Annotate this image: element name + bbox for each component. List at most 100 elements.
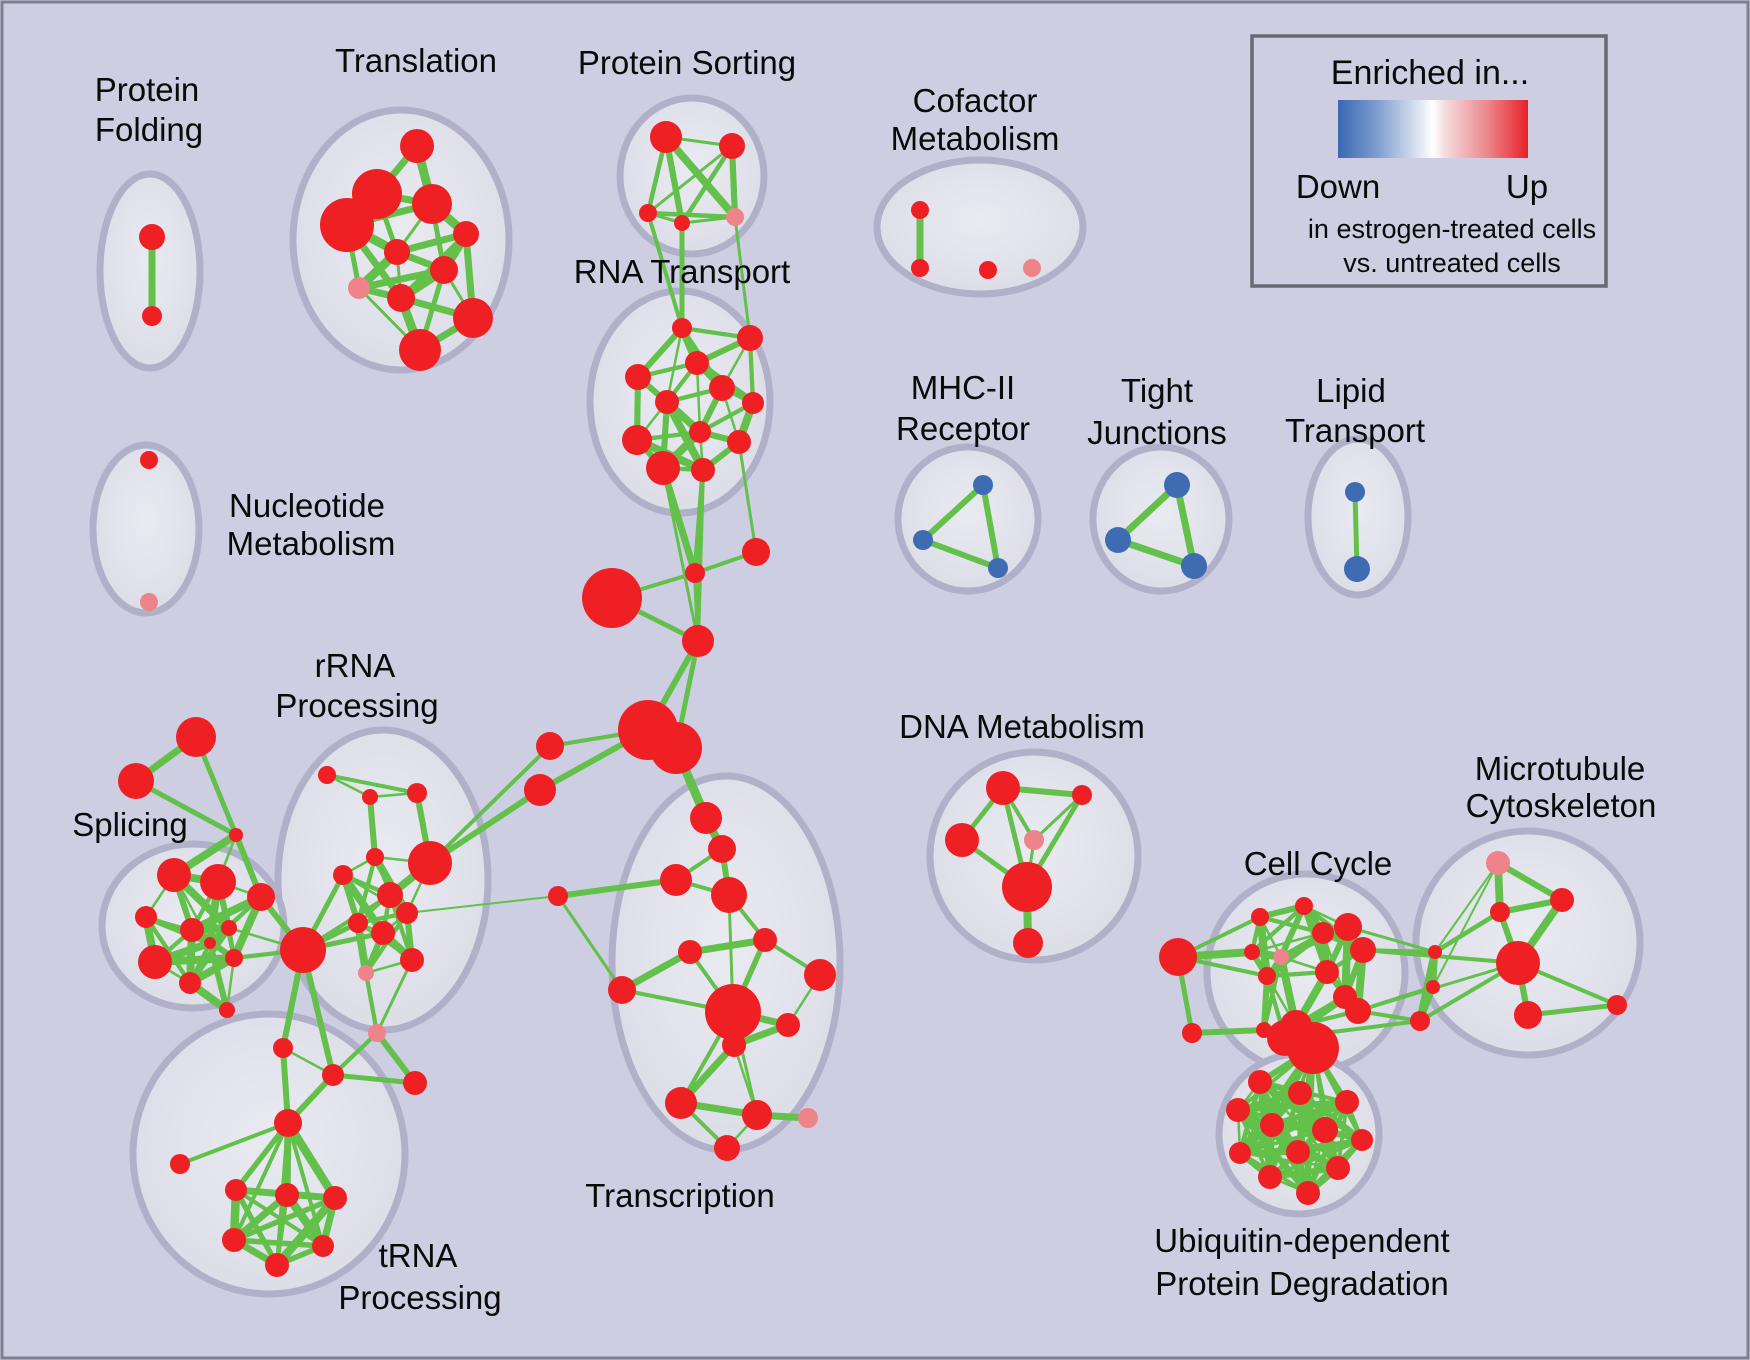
- network-node[interactable]: [170, 1154, 190, 1174]
- network-node[interactable]: [403, 1071, 427, 1095]
- network-node[interactable]: [140, 593, 158, 611]
- network-node[interactable]: [742, 392, 764, 414]
- network-node[interactable]: [986, 771, 1020, 805]
- network-node[interactable]: [312, 1235, 334, 1257]
- network-node[interactable]: [524, 774, 556, 806]
- network-node[interactable]: [1607, 995, 1627, 1015]
- network-node[interactable]: [396, 902, 418, 924]
- network-node[interactable]: [280, 927, 326, 973]
- network-node[interactable]: [399, 329, 441, 371]
- network-node[interactable]: [1164, 472, 1190, 498]
- network-node[interactable]: [1334, 913, 1362, 941]
- network-node[interactable]: [1181, 553, 1207, 579]
- network-node[interactable]: [1286, 1140, 1310, 1164]
- network-node[interactable]: [358, 965, 374, 981]
- network-node[interactable]: [1296, 1181, 1320, 1205]
- network-node[interactable]: [1251, 908, 1269, 926]
- network-node[interactable]: [1258, 967, 1276, 985]
- network-node[interactable]: [408, 841, 452, 885]
- network-node[interactable]: [1486, 851, 1510, 875]
- network-node[interactable]: [180, 918, 204, 942]
- network-node[interactable]: [1273, 949, 1289, 965]
- network-node[interactable]: [742, 538, 770, 566]
- network-node[interactable]: [742, 1100, 772, 1130]
- network-node[interactable]: [945, 823, 979, 857]
- network-node[interactable]: [1490, 902, 1510, 922]
- network-node[interactable]: [1256, 1022, 1272, 1038]
- network-node[interactable]: [1260, 1113, 1284, 1137]
- network-node[interactable]: [322, 1064, 344, 1086]
- network-node[interactable]: [1159, 938, 1197, 976]
- network-node[interactable]: [323, 1186, 347, 1210]
- network-node[interactable]: [229, 828, 243, 842]
- network-node[interactable]: [660, 864, 692, 896]
- network-node[interactable]: [650, 722, 702, 774]
- network-node[interactable]: [727, 430, 751, 454]
- network-node[interactable]: [368, 1024, 386, 1042]
- network-node[interactable]: [1345, 482, 1365, 502]
- network-node[interactable]: [273, 1038, 293, 1058]
- network-node[interactable]: [222, 1228, 246, 1252]
- network-node[interactable]: [1335, 1090, 1359, 1114]
- network-node[interactable]: [265, 1253, 289, 1277]
- network-node[interactable]: [709, 375, 735, 401]
- network-node[interactable]: [988, 558, 1008, 578]
- network-node[interactable]: [650, 121, 682, 153]
- network-node[interactable]: [200, 864, 236, 900]
- network-node[interactable]: [1023, 259, 1041, 277]
- network-node[interactable]: [1248, 1070, 1272, 1094]
- network-node[interactable]: [1496, 941, 1540, 985]
- network-node[interactable]: [1312, 922, 1334, 944]
- network-node[interactable]: [665, 1087, 697, 1119]
- network-node[interactable]: [722, 1033, 746, 1057]
- network-node[interactable]: [1428, 945, 1442, 959]
- network-node[interactable]: [682, 625, 714, 657]
- network-node[interactable]: [678, 940, 702, 964]
- network-node[interactable]: [776, 1013, 800, 1037]
- network-node[interactable]: [913, 530, 933, 550]
- network-node[interactable]: [753, 928, 777, 952]
- network-node[interactable]: [118, 763, 154, 799]
- network-node[interactable]: [1182, 1023, 1202, 1043]
- network-node[interactable]: [708, 835, 736, 863]
- network-node[interactable]: [333, 865, 353, 885]
- network-node[interactable]: [1315, 960, 1339, 984]
- network-node[interactable]: [348, 277, 370, 299]
- network-node[interactable]: [973, 475, 993, 495]
- network-node[interactable]: [1024, 830, 1044, 850]
- network-node[interactable]: [275, 1183, 299, 1207]
- network-node[interactable]: [247, 883, 275, 911]
- network-node[interactable]: [804, 959, 836, 991]
- network-node[interactable]: [685, 351, 709, 375]
- network-node[interactable]: [204, 937, 216, 949]
- network-node[interactable]: [377, 882, 403, 908]
- network-node[interactable]: [430, 256, 458, 284]
- network-node[interactable]: [911, 259, 929, 277]
- network-node[interactable]: [655, 390, 679, 414]
- network-node[interactable]: [608, 976, 636, 1004]
- network-node[interactable]: [1258, 1165, 1282, 1189]
- network-node[interactable]: [1351, 1129, 1373, 1151]
- network-node[interactable]: [179, 972, 201, 994]
- network-node[interactable]: [1295, 897, 1313, 915]
- network-node[interactable]: [1350, 937, 1376, 963]
- network-node[interactable]: [719, 133, 745, 159]
- network-node[interactable]: [726, 208, 744, 226]
- network-node[interactable]: [639, 204, 657, 222]
- network-node[interactable]: [219, 1002, 235, 1018]
- network-node[interactable]: [1312, 1117, 1338, 1143]
- network-node[interactable]: [400, 129, 434, 163]
- network-node[interactable]: [689, 421, 711, 443]
- network-node[interactable]: [646, 451, 680, 485]
- network-node[interactable]: [176, 717, 216, 757]
- network-node[interactable]: [711, 877, 747, 913]
- network-node[interactable]: [1229, 1142, 1251, 1164]
- network-node[interactable]: [412, 184, 452, 224]
- network-node[interactable]: [366, 848, 384, 866]
- network-node[interactable]: [221, 920, 237, 936]
- network-node[interactable]: [1344, 556, 1370, 582]
- network-node[interactable]: [1410, 1011, 1430, 1031]
- network-node[interactable]: [142, 306, 162, 326]
- network-node[interactable]: [685, 563, 705, 583]
- network-node[interactable]: [705, 984, 761, 1040]
